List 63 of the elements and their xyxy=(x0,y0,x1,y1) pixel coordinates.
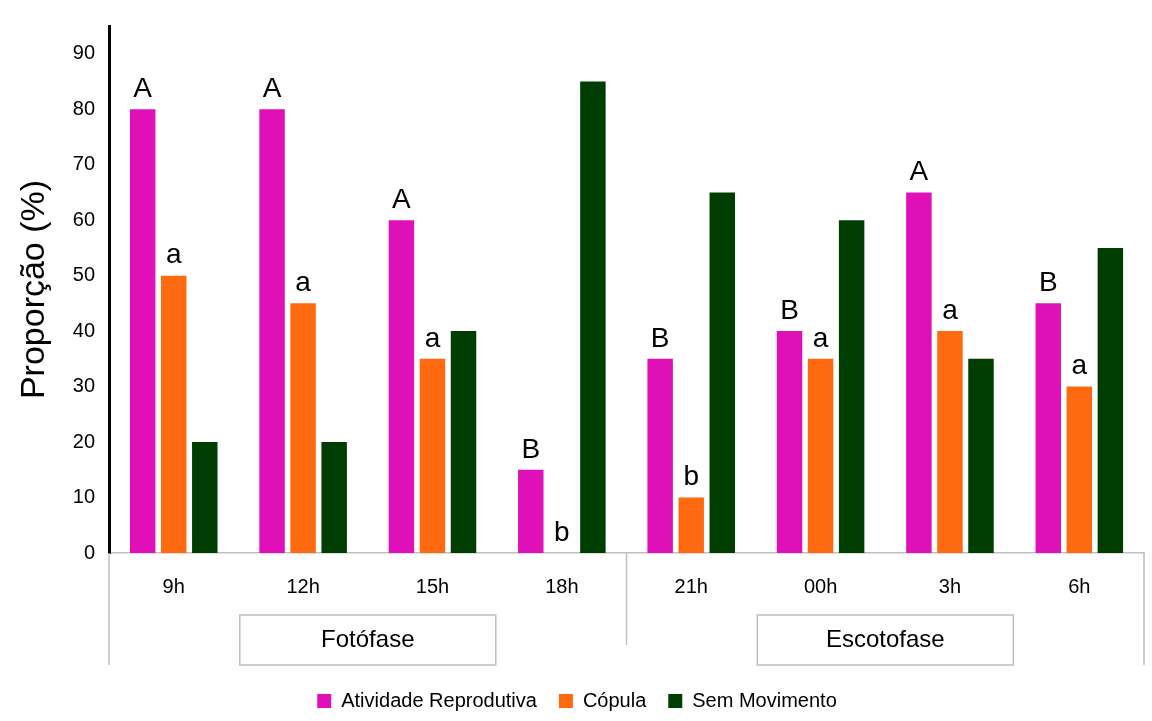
legend-label: Cópula xyxy=(582,688,648,711)
y-tick-label: 0 xyxy=(83,540,96,563)
annotation: b xyxy=(683,460,699,492)
x-tick-label: 21h xyxy=(674,574,708,597)
x-tick-label: 6h xyxy=(1068,574,1091,597)
bar xyxy=(580,81,606,553)
bar xyxy=(321,442,347,553)
bar xyxy=(161,275,187,553)
x-tick-label: 00h xyxy=(803,574,838,597)
text: Escotofase xyxy=(825,624,945,652)
legend-label: Sem Movimento xyxy=(692,688,837,711)
bar xyxy=(259,109,285,553)
bar xyxy=(1097,247,1124,553)
annotation: a xyxy=(424,321,441,353)
bar xyxy=(1035,303,1061,553)
annotation: a xyxy=(295,266,312,298)
bar xyxy=(518,469,544,553)
x-tick-label: 3h xyxy=(938,574,962,597)
y-tick-label: 70 xyxy=(72,152,96,175)
y-tick-label: 50 xyxy=(72,263,96,286)
bar xyxy=(129,109,156,553)
y-tick-label: 90 xyxy=(72,41,96,64)
annotation: a xyxy=(812,321,829,353)
bar xyxy=(678,497,704,553)
y-tick-label: 30 xyxy=(72,374,96,397)
bar xyxy=(776,331,803,553)
annotation: b xyxy=(554,515,570,547)
bar xyxy=(450,331,477,553)
text: Fotófase xyxy=(321,624,415,652)
annotation: A xyxy=(392,182,412,214)
legend-label: Atividade Reprodutiva xyxy=(341,688,538,711)
y-tick-label: 20 xyxy=(72,429,96,452)
y-axis-title: Proporção (%) xyxy=(12,179,51,400)
annotation: A xyxy=(262,71,282,103)
x-tick-label: 12h xyxy=(286,574,320,597)
y-tick-label: 80 xyxy=(72,96,96,119)
y-tick-label: 60 xyxy=(72,207,96,230)
annotation: a xyxy=(1071,349,1088,381)
bar xyxy=(419,358,446,553)
bar xyxy=(838,220,865,553)
annotation: B xyxy=(650,321,670,353)
annotation: A xyxy=(133,71,153,103)
x-tick-label: 9h xyxy=(162,574,185,597)
bar xyxy=(192,442,218,553)
bar xyxy=(709,192,735,553)
bar xyxy=(290,303,316,553)
bar xyxy=(647,358,673,553)
annotation: B xyxy=(780,293,799,325)
annotation: a xyxy=(942,293,959,325)
y-tick-label: 10 xyxy=(72,485,96,508)
bar xyxy=(1066,386,1093,553)
annotation: B xyxy=(521,432,541,464)
x-tick-label: 18h xyxy=(545,574,579,597)
bar xyxy=(807,358,834,553)
annotation: a xyxy=(165,238,182,270)
annotation: B xyxy=(1038,266,1058,298)
y-tick-label: 40 xyxy=(72,318,96,341)
annotation: A xyxy=(909,155,929,187)
bar xyxy=(937,331,963,553)
bar xyxy=(906,192,932,553)
x-tick-label: 15h xyxy=(415,574,450,597)
bar xyxy=(388,220,415,553)
bar xyxy=(968,358,994,553)
